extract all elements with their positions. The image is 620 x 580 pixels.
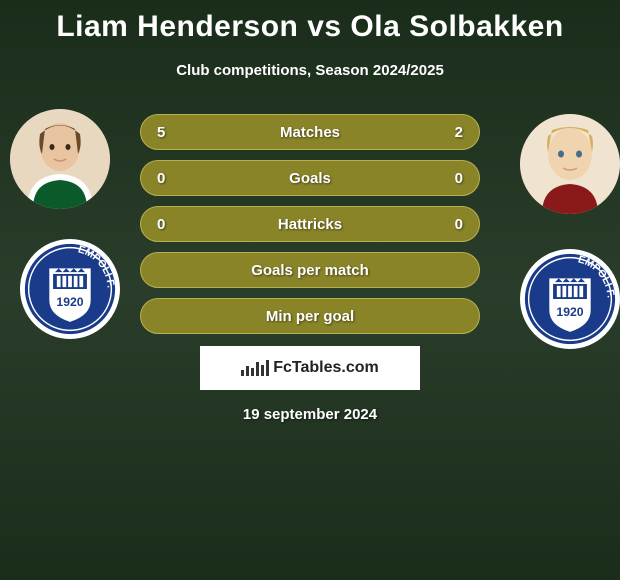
stat-label: Goals [289,170,331,187]
club-crest-icon: EMPOLI F.C. 1920 [523,252,617,346]
brand-text: FcTables.com [273,359,379,377]
page-title: Liam Henderson vs Ola Solbakken [56,10,563,44]
stat-label: Hattricks [278,216,342,233]
svg-text:1920: 1920 [556,305,583,319]
stat-label: Goals per match [251,262,369,279]
stat-left-value: 0 [157,170,165,187]
comparison-card: Liam Henderson vs Ola Solbakken Club com… [0,0,620,423]
stat-right-value: 2 [455,124,463,141]
stat-label: Matches [280,124,340,141]
avatar-placeholder-icon [10,109,110,209]
avatar-placeholder-icon [520,114,620,214]
club-crest-icon: EMPOLI F.C. 1920 [23,242,117,336]
svg-text:1920: 1920 [56,295,83,309]
stat-row: 0 Goals 0 [140,160,480,196]
subtitle: Club competitions, Season 2024/2025 [176,62,444,79]
main-area: EMPOLI F.C. 1920 EMPOLI F.C. [10,109,610,423]
stat-row: 0 Hattricks 0 [140,206,480,242]
stats-list: 5 Matches 2 0 Goals 0 0 Hattricks 0 Goal… [140,109,480,334]
stat-right-value: 0 [455,170,463,187]
stat-right-value: 0 [455,216,463,233]
club-left-badge: EMPOLI F.C. 1920 [20,239,120,339]
chart-bars-icon [241,360,269,376]
stat-row: 5 Matches 2 [140,114,480,150]
date-text: 19 september 2024 [10,406,610,423]
club-right-badge: EMPOLI F.C. 1920 [520,249,620,349]
stat-left-value: 5 [157,124,165,141]
player-right-avatar [520,114,620,214]
stat-label: Min per goal [266,308,354,325]
stat-row: Min per goal [140,298,480,334]
player-left-avatar [10,109,110,209]
brand-box[interactable]: FcTables.com [200,346,420,390]
stat-left-value: 0 [157,216,165,233]
stat-row: Goals per match [140,252,480,288]
